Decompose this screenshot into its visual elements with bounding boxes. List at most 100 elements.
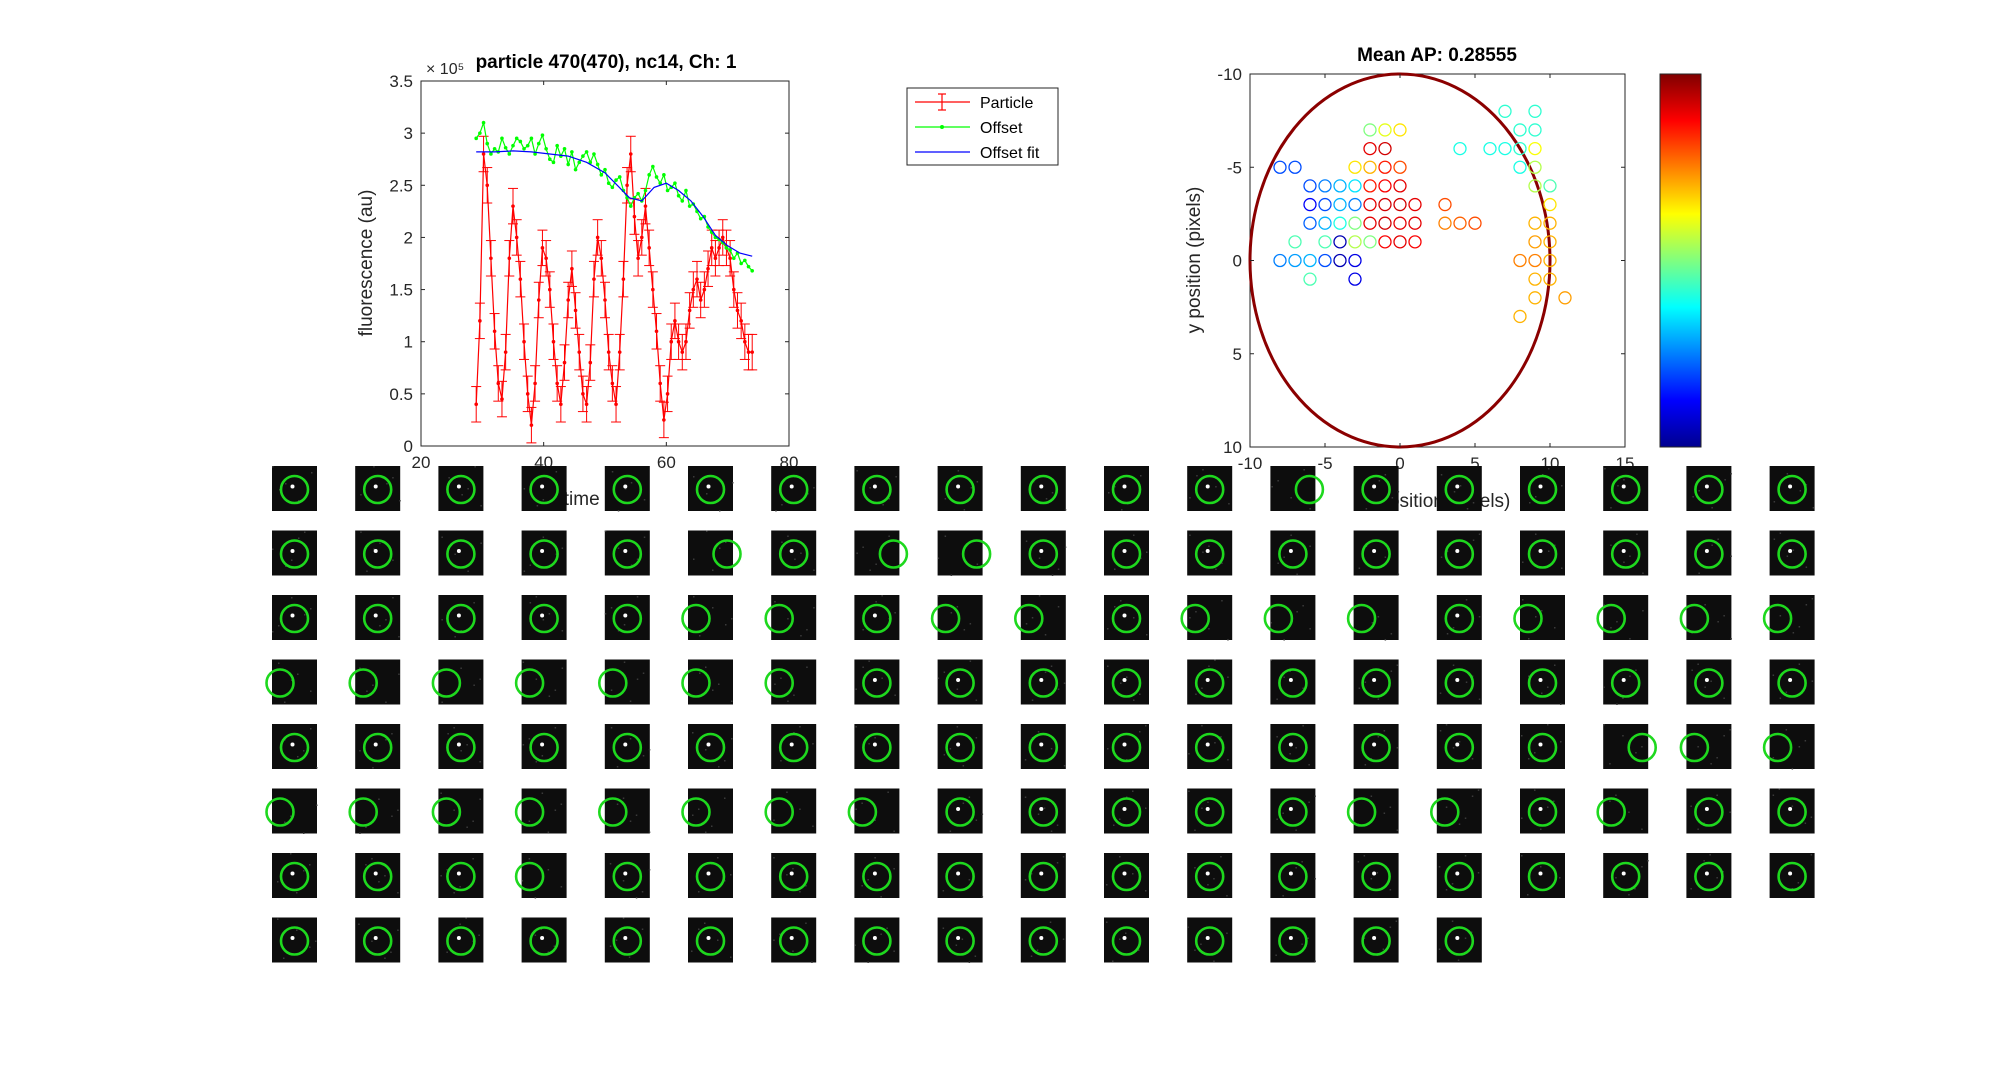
- noise-speck: [386, 483, 388, 485]
- particle-spot: [789, 871, 794, 876]
- particle-circle: [1527, 474, 1558, 505]
- noise-speck: [724, 797, 726, 799]
- noise-speck: [542, 619, 545, 621]
- noise-speck: [698, 808, 700, 810]
- particle-circle: [514, 861, 545, 892]
- spot-thumbnail: [1104, 530, 1149, 576]
- particle-circle: [1596, 797, 1626, 827]
- particle-circle: [1346, 797, 1377, 827]
- noise-speck: [303, 750, 305, 752]
- spot-thumbnail: [1270, 724, 1316, 769]
- noise-speck: [643, 499, 646, 501]
- noise-speck: [1554, 664, 1556, 666]
- noise-speck: [1723, 615, 1725, 617]
- position-point: [1303, 197, 1317, 212]
- noise-speck: [554, 689, 557, 691]
- particle-circle: [279, 732, 310, 763]
- particle-spot: [1455, 936, 1460, 940]
- particle-circle: [265, 668, 295, 698]
- noise-speck: [1031, 699, 1034, 701]
- noise-speck: [1641, 828, 1643, 830]
- noise-speck: [480, 505, 482, 507]
- particle-circle: [529, 926, 559, 956]
- noise-speck: [812, 743, 814, 745]
- spot-thumbnail: [438, 595, 484, 640]
- particle-spot: [1538, 807, 1543, 811]
- noise-speck: [1547, 806, 1549, 808]
- particle-circle: [862, 926, 892, 956]
- noise-speck: [794, 558, 796, 560]
- spot-thumbnail: [1596, 595, 1649, 640]
- noise-speck: [472, 820, 474, 822]
- legend: Particle Offset Offset fit: [906, 87, 1059, 166]
- noise-speck: [623, 661, 626, 663]
- particle-spot: [1455, 871, 1460, 876]
- spot-thumbnail: [1020, 917, 1066, 963]
- noise-speck: [724, 880, 726, 882]
- offset-point: [481, 120, 486, 125]
- noise-speck: [624, 488, 627, 490]
- noise-speck: [942, 890, 945, 892]
- position-point: [1438, 197, 1452, 212]
- offset-point: [614, 178, 618, 182]
- noise-speck: [472, 858, 474, 860]
- particle-circle: [681, 797, 711, 827]
- noise-speck: [1395, 920, 1398, 922]
- noise-speck: [630, 564, 633, 566]
- noise-speck: [1201, 725, 1203, 727]
- particle-point: [500, 397, 504, 401]
- noise-speck: [781, 541, 783, 543]
- particle-spot: [1122, 484, 1127, 489]
- noise-speck: [446, 951, 448, 953]
- particle-spot: [1372, 678, 1377, 682]
- noise-speck: [1465, 599, 1468, 601]
- y-tick-label: 1: [404, 333, 413, 352]
- noise-speck: [1703, 822, 1705, 824]
- offset-point: [603, 167, 607, 172]
- noise-speck: [561, 547, 564, 549]
- noise-speck: [813, 569, 815, 571]
- particle-circle: [362, 603, 393, 634]
- position-point: [1528, 272, 1542, 286]
- noise-speck: [277, 881, 279, 883]
- noise-speck: [705, 749, 707, 751]
- offset-point: [562, 146, 567, 151]
- spot-thumbnail: [764, 659, 817, 705]
- noise-speck: [1522, 561, 1524, 563]
- particle-circle: [514, 668, 545, 698]
- position-point: [1543, 216, 1557, 230]
- noise-speck: [1114, 568, 1116, 570]
- spot-thumbnail: [764, 595, 817, 640]
- offset-point: [503, 145, 508, 150]
- noise-speck: [1527, 894, 1529, 896]
- position-point: [1273, 253, 1287, 268]
- particle-circle: [612, 474, 643, 505]
- particle-point: [592, 277, 596, 281]
- noise-speck: [316, 804, 318, 806]
- position-point: [1303, 216, 1317, 230]
- particle-spot: [1288, 678, 1293, 682]
- spot-thumbnail: [1520, 853, 1565, 898]
- noise-speck: [786, 791, 788, 793]
- noise-speck: [1452, 747, 1455, 749]
- particle-circle: [1346, 603, 1377, 634]
- noise-speck: [1799, 490, 1802, 492]
- noise-speck: [1451, 920, 1454, 922]
- noise-speck: [893, 830, 895, 832]
- noise-speck: [1472, 539, 1475, 541]
- noise-speck: [460, 667, 462, 669]
- noise-speck: [704, 922, 706, 924]
- noise-speck: [1622, 697, 1624, 699]
- particle-spot: [1122, 871, 1127, 876]
- particle-circle: [348, 668, 379, 698]
- noise-speck: [1773, 538, 1776, 540]
- noise-speck: [528, 820, 531, 822]
- particle-circle: [1444, 926, 1475, 956]
- spot-thumbnail: [1436, 659, 1482, 705]
- noise-speck: [968, 961, 971, 963]
- noise-speck: [522, 744, 525, 746]
- noise-speck: [869, 569, 871, 571]
- noise-speck: [937, 595, 940, 597]
- position-point: [1303, 253, 1317, 268]
- noise-speck: [893, 868, 895, 870]
